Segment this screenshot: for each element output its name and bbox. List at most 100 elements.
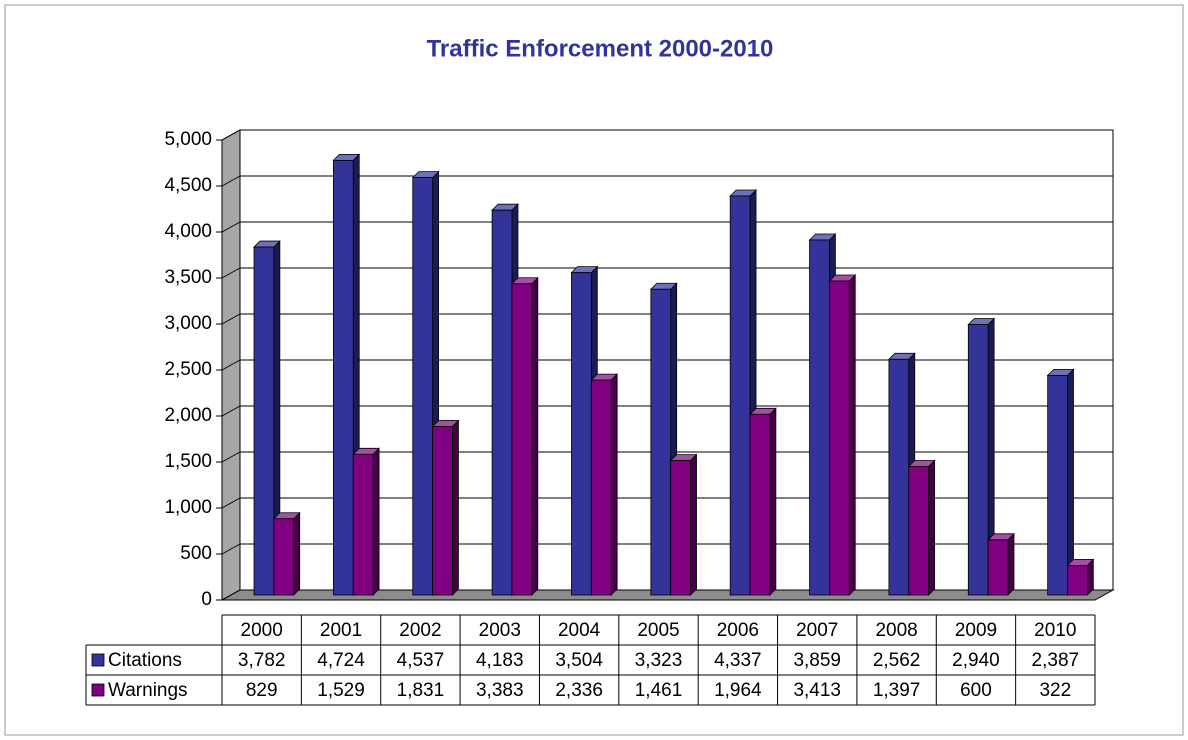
bar xyxy=(431,419,460,596)
chart-title: Traffic Enforcement 2000-2010 xyxy=(427,35,774,62)
bar-front xyxy=(332,159,354,596)
table-value: 3,504 xyxy=(555,650,603,671)
bar-front xyxy=(809,239,830,596)
x-tick-label: 2006 xyxy=(717,620,759,641)
x-tick-label: 2009 xyxy=(955,620,997,641)
bar xyxy=(352,447,381,596)
grid-line-side xyxy=(221,129,241,141)
legend-label: Citations xyxy=(108,650,182,671)
bar xyxy=(1046,368,1075,596)
table-value: 2,940 xyxy=(952,650,1000,671)
x-tick-label: 2005 xyxy=(637,620,679,641)
bar-front xyxy=(987,539,1009,596)
y-tick-label: 3,500 xyxy=(164,267,212,288)
bar-side xyxy=(690,453,697,596)
bar-side xyxy=(372,447,380,596)
x-tick-label: 2001 xyxy=(320,620,362,641)
bar-front xyxy=(650,288,672,596)
table-value: 2,336 xyxy=(555,680,603,701)
table-value: 3,859 xyxy=(793,650,841,671)
y-tick-label: 5,000 xyxy=(164,129,212,150)
y-tick-label: 2,000 xyxy=(164,405,212,426)
x-tick-label: 2010 xyxy=(1034,620,1076,641)
y-tick-label: 4,000 xyxy=(164,221,212,242)
x-tick-label: 2004 xyxy=(558,620,601,641)
table-value: 1,964 xyxy=(714,680,762,701)
bar xyxy=(987,532,1015,596)
grid-line-side xyxy=(221,451,241,463)
x-tick-label: 2003 xyxy=(479,620,521,641)
bar-side xyxy=(848,274,856,596)
bar-side xyxy=(531,276,539,596)
grid-line-side xyxy=(221,497,241,509)
bar-front xyxy=(253,246,275,596)
table-value: 1,529 xyxy=(317,680,365,701)
table-value: 4,724 xyxy=(317,650,365,671)
bar xyxy=(510,276,539,596)
table-value: 3,413 xyxy=(793,680,841,701)
table-value: 1,831 xyxy=(397,680,445,701)
table-value: 322 xyxy=(1039,680,1071,701)
legend-key xyxy=(91,653,105,667)
grid-line-side xyxy=(221,221,241,233)
legend-key xyxy=(91,683,105,697)
bar xyxy=(1066,558,1095,596)
bar-front xyxy=(491,209,513,596)
bar-front xyxy=(571,272,592,596)
table-value: 2,387 xyxy=(1032,650,1080,671)
bar-front xyxy=(829,280,850,596)
bar-front xyxy=(967,324,989,596)
bar-front xyxy=(511,283,533,596)
bar xyxy=(749,407,777,596)
bar-front xyxy=(888,358,910,596)
y-tick-label: 1,500 xyxy=(164,451,212,472)
bar-side xyxy=(928,459,936,596)
y-tick-label: 1,000 xyxy=(164,497,212,518)
bar-front xyxy=(352,453,374,596)
table-value: 3,383 xyxy=(476,680,524,701)
bar-side xyxy=(1007,532,1015,596)
x-tick-label: 2000 xyxy=(241,620,283,641)
bar-side xyxy=(769,407,777,596)
grid-line-side xyxy=(221,543,241,555)
table-value: 829 xyxy=(246,680,278,701)
table-value: 1,397 xyxy=(873,680,921,701)
bar-front xyxy=(590,379,612,596)
bar xyxy=(590,373,619,596)
bar-front xyxy=(432,426,453,596)
grid-line-side xyxy=(221,175,241,187)
bar-side xyxy=(610,373,618,596)
bar-front xyxy=(273,518,295,596)
bar xyxy=(967,317,996,596)
y-tick-label: 4,500 xyxy=(164,175,212,196)
bar-front xyxy=(908,466,930,596)
table-value: 3,782 xyxy=(238,650,286,671)
bar-front xyxy=(1067,564,1088,596)
y-tick-label: 0 xyxy=(201,589,212,610)
bar-front xyxy=(749,413,771,596)
grid-line-side xyxy=(221,405,241,417)
bar-front xyxy=(412,177,433,596)
bar-front xyxy=(729,195,751,596)
table-value: 600 xyxy=(960,680,992,701)
grid-line-side xyxy=(221,313,241,325)
grid-line-side xyxy=(221,589,241,601)
table-value: 4,537 xyxy=(397,650,445,671)
bar xyxy=(253,240,281,596)
grid-line-side xyxy=(221,267,241,279)
grid-line-side xyxy=(221,359,241,371)
table-value: 2,562 xyxy=(873,650,921,671)
bar-front xyxy=(1047,374,1068,596)
bar-side xyxy=(293,511,301,596)
table-value: 4,183 xyxy=(476,650,524,671)
table-value: 1,461 xyxy=(635,680,683,701)
x-tick-label: 2008 xyxy=(875,620,917,641)
table-value: 3,323 xyxy=(635,650,683,671)
bar xyxy=(669,453,698,596)
table-value: 4,337 xyxy=(714,650,762,671)
bar xyxy=(272,511,301,596)
x-tick-label: 2007 xyxy=(796,620,838,641)
y-tick-label: 3,000 xyxy=(164,313,212,334)
bar xyxy=(828,274,857,596)
